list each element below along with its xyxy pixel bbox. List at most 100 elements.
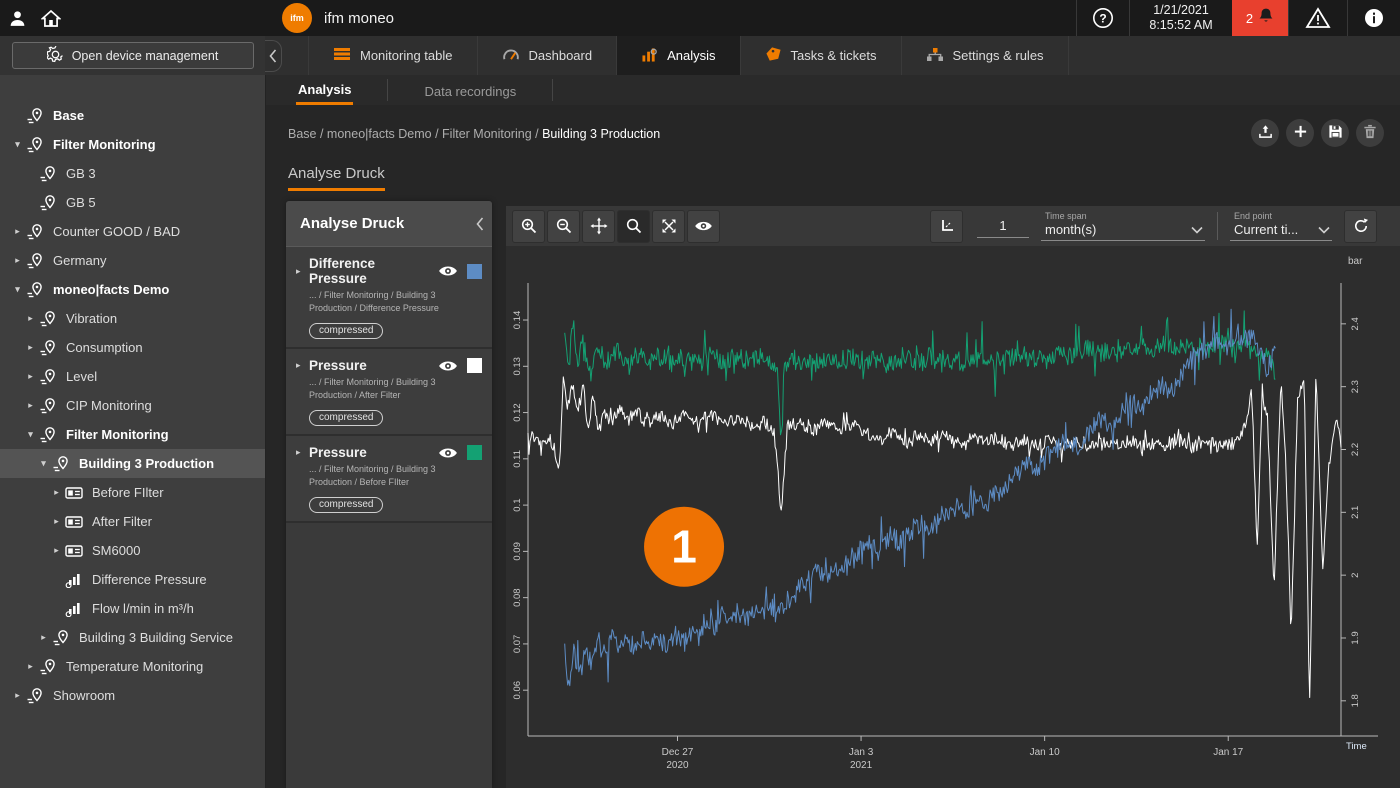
tab-analysis[interactable]: Analysis xyxy=(616,36,740,75)
expander-closed-icon[interactable]: ▸ xyxy=(54,487,59,497)
endpoint-select[interactable]: End point Current ti... xyxy=(1230,211,1332,241)
expander-open-icon[interactable]: ▾ xyxy=(15,139,20,149)
tree-item-after-filter[interactable]: ▸ After Filter xyxy=(0,507,265,536)
expander-open-icon[interactable]: ▾ xyxy=(41,458,46,468)
open-device-management-button[interactable]: Open device management xyxy=(11,42,254,69)
save-button[interactable] xyxy=(1321,119,1349,147)
tree-item-difference-pressure[interactable]: Difference Pressure xyxy=(0,565,265,594)
pressure-chart[interactable]: 0.06 0.07 0.08 0.09 0.1 0.11 0.12 0.13 0.14 1.8 1.… xyxy=(506,246,1400,788)
plus-icon xyxy=(1293,124,1308,142)
eye-icon[interactable] xyxy=(436,359,460,373)
breadcrumb-segment[interactable]: Filter Monitoring xyxy=(442,127,532,141)
series-color-swatch[interactable] xyxy=(467,263,482,279)
expander-closed-icon[interactable]: ▸ xyxy=(54,545,59,555)
export-button[interactable] xyxy=(1251,119,1279,147)
series-color-swatch[interactable] xyxy=(467,445,482,461)
expander-closed-icon[interactable]: ▸ xyxy=(28,313,33,323)
timespan-label: Time span xyxy=(1045,211,1087,221)
tab-tasks-tickets[interactable]: Tasks & tickets xyxy=(739,36,901,75)
tree-item-vibration[interactable]: ▸ Vibration xyxy=(0,304,265,333)
warning-icon[interactable] xyxy=(1288,0,1347,36)
subtab-label: Data recordings xyxy=(424,83,517,99)
breadcrumb-segment[interactable]: Base xyxy=(288,127,317,141)
gear-icon xyxy=(46,45,64,66)
refresh-button[interactable] xyxy=(1344,209,1377,243)
axes-button[interactable] xyxy=(930,209,963,243)
tree-item-germany[interactable]: ▸ Germany xyxy=(0,246,265,275)
tab-dashboard[interactable]: Dashboard xyxy=(476,36,617,75)
expander-closed-icon[interactable]: ▸ xyxy=(28,371,33,381)
user-icon[interactable] xyxy=(0,0,34,36)
right-tick-label: 2 xyxy=(1350,573,1361,578)
tree-item-base[interactable]: Base xyxy=(0,101,265,130)
expander-closed-icon[interactable]: ▸ xyxy=(296,265,301,276)
zoom-in-button[interactable] xyxy=(512,209,545,243)
pan-button[interactable] xyxy=(582,209,615,243)
expander-closed-icon[interactable]: ▸ xyxy=(54,516,59,526)
series-color-swatch[interactable] xyxy=(467,358,482,374)
info-icon[interactable] xyxy=(1347,0,1400,36)
tree-item-label: GB 3 xyxy=(66,166,96,181)
zoom-select-button[interactable] xyxy=(617,209,650,243)
eye-icon[interactable] xyxy=(436,446,460,460)
expander-closed-icon[interactable]: ▸ xyxy=(296,447,301,458)
breadcrumb-separator: / xyxy=(316,127,327,141)
left-tick-label: 0.12 xyxy=(512,403,523,422)
expander-closed-icon[interactable]: ▸ xyxy=(41,632,46,642)
analysis-chart-tab[interactable]: Analyse Druck xyxy=(288,165,385,191)
visibility-button[interactable] xyxy=(687,209,720,243)
eye-icon[interactable] xyxy=(436,264,460,278)
expander-closed-icon[interactable]: ▸ xyxy=(15,690,20,700)
tree-item-gb-3[interactable]: GB 3 xyxy=(0,159,265,188)
tree-item-consumption[interactable]: ▸ Consumption xyxy=(0,333,265,362)
alarm-button[interactable]: 2 xyxy=(1232,0,1288,36)
tree-item-flow-l-min-in-m-h[interactable]: Flow l/min in m³/h xyxy=(0,594,265,623)
timespan-value-input[interactable] xyxy=(977,214,1029,238)
tab-monitoring-table[interactable]: Monitoring table xyxy=(308,36,477,75)
panel-collapse-icon[interactable] xyxy=(476,216,484,231)
tree-item-gb-5[interactable]: GB 5 xyxy=(0,188,265,217)
expander-closed-icon[interactable]: ▸ xyxy=(15,255,20,265)
tree-item-showroom[interactable]: ▸ Showroom xyxy=(0,681,265,710)
expander-closed-icon[interactable]: ▸ xyxy=(15,226,20,236)
help-icon[interactable]: ? xyxy=(1076,0,1129,36)
expander-closed-icon[interactable]: ▸ xyxy=(28,400,33,410)
sidebar-collapse-handle[interactable] xyxy=(265,40,282,72)
tree-item-building-3-building-service[interactable]: ▸ Building 3 Building Service xyxy=(0,623,265,652)
timespan-select[interactable]: Time span month(s) xyxy=(1041,211,1205,241)
tree-item-filter-monitoring[interactable]: ▾ Filter Monitoring xyxy=(0,130,265,159)
tree-item-before-filter[interactable]: ▸ Before FIlter xyxy=(0,478,265,507)
fit-view-button[interactable] xyxy=(652,209,685,243)
compressed-badge: compressed xyxy=(309,410,384,427)
breadcrumb-current: Building 3 Production xyxy=(542,127,661,141)
tree-item-label: CIP Monitoring xyxy=(66,398,152,413)
series-line-difference-pressure xyxy=(564,308,1276,687)
breadcrumb-segment[interactable]: moneo|facts Demo xyxy=(326,127,432,141)
tree-item-counter-good-bad[interactable]: ▸ Counter GOOD / BAD xyxy=(0,217,265,246)
subtab-analysis[interactable]: Analysis xyxy=(292,75,357,105)
subtab-data-recordings[interactable]: Data recordings xyxy=(418,75,522,105)
delete-button[interactable] xyxy=(1356,119,1384,147)
expander-closed-icon[interactable]: ▸ xyxy=(28,661,33,671)
expander-closed-icon[interactable]: ▸ xyxy=(28,342,33,352)
ticket-icon xyxy=(765,46,782,65)
tree-item-temperature-monitoring[interactable]: ▸ Temperature Monitoring xyxy=(0,652,265,681)
tab-settings-rules[interactable]: Settings & rules xyxy=(900,36,1069,75)
tree-item-level[interactable]: ▸ Level xyxy=(0,362,265,391)
source-icon xyxy=(38,425,57,444)
expander-open-icon[interactable]: ▾ xyxy=(15,284,20,294)
tree-item-sm6000[interactable]: ▸ SM6000 xyxy=(0,536,265,565)
gauge-icon xyxy=(502,47,520,65)
expander-closed-icon[interactable]: ▸ xyxy=(296,360,301,371)
tree-item-filter-monitoring[interactable]: ▾ Filter Monitoring xyxy=(0,420,265,449)
tree-item-cip-monitoring[interactable]: ▸ CIP Monitoring xyxy=(0,391,265,420)
zoom-out-button[interactable] xyxy=(547,209,580,243)
add-button[interactable] xyxy=(1286,119,1314,147)
tree-item-building-3-production[interactable]: ▾ Building 3 Production xyxy=(0,449,265,478)
home-icon[interactable] xyxy=(34,0,68,36)
header-actions xyxy=(1251,119,1384,147)
tree-item-moneo-facts-demo[interactable]: ▾ moneo|facts Demo xyxy=(0,275,265,304)
device-icon xyxy=(64,541,83,560)
series-line-pressure-after-filter xyxy=(527,376,1342,698)
expander-open-icon[interactable]: ▾ xyxy=(28,429,33,439)
